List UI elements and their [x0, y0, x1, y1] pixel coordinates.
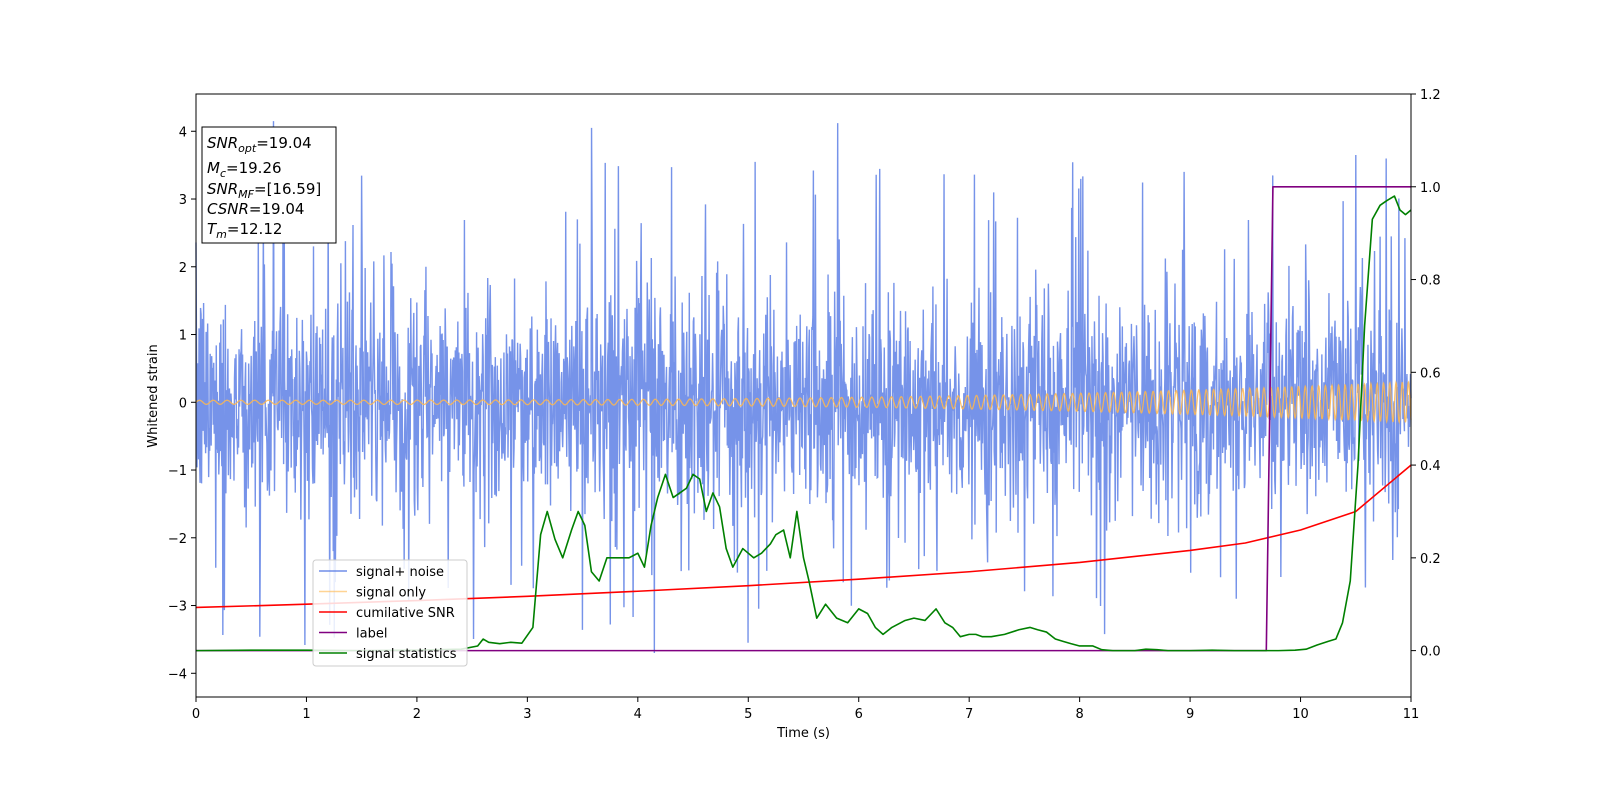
annotation-line: CSNR=19.04 — [207, 200, 304, 218]
y-right-tick-label: 0.8 — [1420, 274, 1441, 289]
series-signal-noise-line — [195, 121, 1412, 653]
y-axis-label: Whitened strain — [146, 344, 161, 447]
x-tick-label: 11 — [1403, 707, 1420, 722]
y-right-tick-label: 0.2 — [1420, 552, 1441, 567]
legend-label: signal+ noise — [356, 565, 444, 580]
plot-frame — [195, 93, 1412, 698]
series-label-line — [196, 185, 1411, 652]
y-right-tick-label: 0.0 — [1420, 645, 1441, 660]
legend-frame — [312, 559, 468, 667]
legend-label: signal statistics — [356, 647, 457, 662]
x-tick-label: 2 — [413, 707, 421, 722]
y-left-tick-label: −1 — [168, 464, 187, 479]
annotation-frame — [201, 126, 337, 244]
legend-label: label — [356, 627, 387, 642]
x-tick-label: 8 — [1075, 707, 1083, 722]
x-tick-label: 10 — [1292, 707, 1309, 722]
series-signal-only-line — [195, 380, 1412, 425]
x-axis-label: Time (s) — [776, 726, 830, 741]
y-right-tick-label: 0.4 — [1420, 459, 1441, 474]
annotation-line: Mc=19.26 — [207, 159, 282, 180]
annotation-line: SNRMF=[16.59] — [207, 180, 321, 201]
x-tick-label: 6 — [855, 707, 863, 722]
x-tick-label: 7 — [965, 707, 973, 722]
annotation-line: SNRopt=19.04 — [207, 134, 312, 155]
legend-label: signal only — [356, 586, 426, 601]
annotation-line: Tm=12.12 — [207, 220, 282, 241]
y-right-tick-label: 1.2 — [1420, 88, 1441, 103]
y-left-tick-label: 0 — [179, 396, 187, 411]
y-left-tick-label: −2 — [168, 532, 187, 547]
series-signal-statistics-line — [195, 195, 1412, 652]
y-left-tick-label: −4 — [168, 667, 187, 682]
x-tick-label: 4 — [634, 707, 642, 722]
x-tick-label: 5 — [744, 707, 752, 722]
y-left-tick-label: 1 — [179, 329, 187, 344]
x-tick-label: 3 — [523, 707, 531, 722]
legend-label: cumilative SNR — [356, 606, 455, 621]
y-left-tick-label: 3 — [179, 193, 187, 208]
annotation-box: SNRopt=19.04 Mc=19.26SNRMF=[16.59]CSNR=19… — [201, 126, 337, 244]
y-right-tick-label: 0.6 — [1420, 366, 1441, 381]
y-left-tick-label: 2 — [179, 261, 187, 276]
x-tick-label: 0 — [192, 707, 200, 722]
y-left-tick-label: −3 — [168, 600, 187, 615]
y-right-tick-label: 1.0 — [1420, 181, 1441, 196]
x-tick-label: 9 — [1186, 707, 1194, 722]
legend: signal+ noise signal only cumilative SNR la… — [312, 559, 468, 667]
y-left-tick-label: 4 — [179, 125, 187, 140]
x-tick-label: 1 — [302, 707, 310, 722]
axes: 0 1 2 3 4 5 6 7 8 9 10 11 −4 −3 −2 −1 0 1 2 3 4 0.0 0.2 0.4 0.6 0… — [168, 88, 1441, 722]
